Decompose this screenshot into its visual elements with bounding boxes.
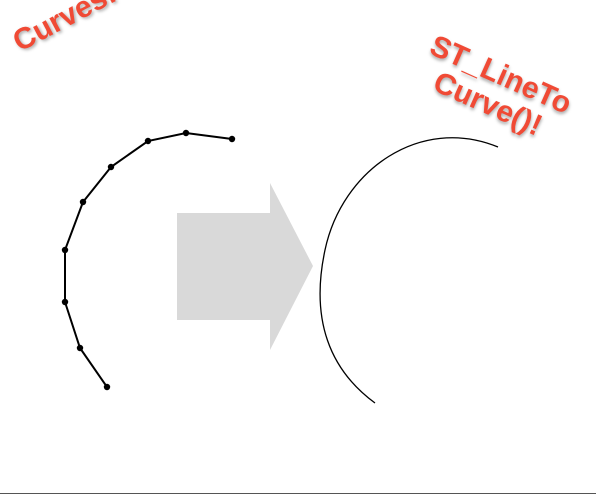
smooth-curve (319, 137, 499, 404)
right-arrow-shape (177, 183, 313, 350)
vertex-point-8 (76, 344, 84, 352)
vertex-point-6 (61, 246, 69, 254)
vertex-point-5 (79, 198, 87, 206)
vertex-point-3 (144, 137, 152, 145)
bottom-divider (0, 493, 596, 494)
vertex-point-9 (103, 383, 111, 391)
polyline-vertices (61, 129, 236, 391)
vertex-point-1 (228, 135, 236, 143)
vertex-point-2 (182, 129, 190, 137)
vertex-point-7 (61, 298, 69, 306)
vertex-point-4 (107, 163, 115, 171)
